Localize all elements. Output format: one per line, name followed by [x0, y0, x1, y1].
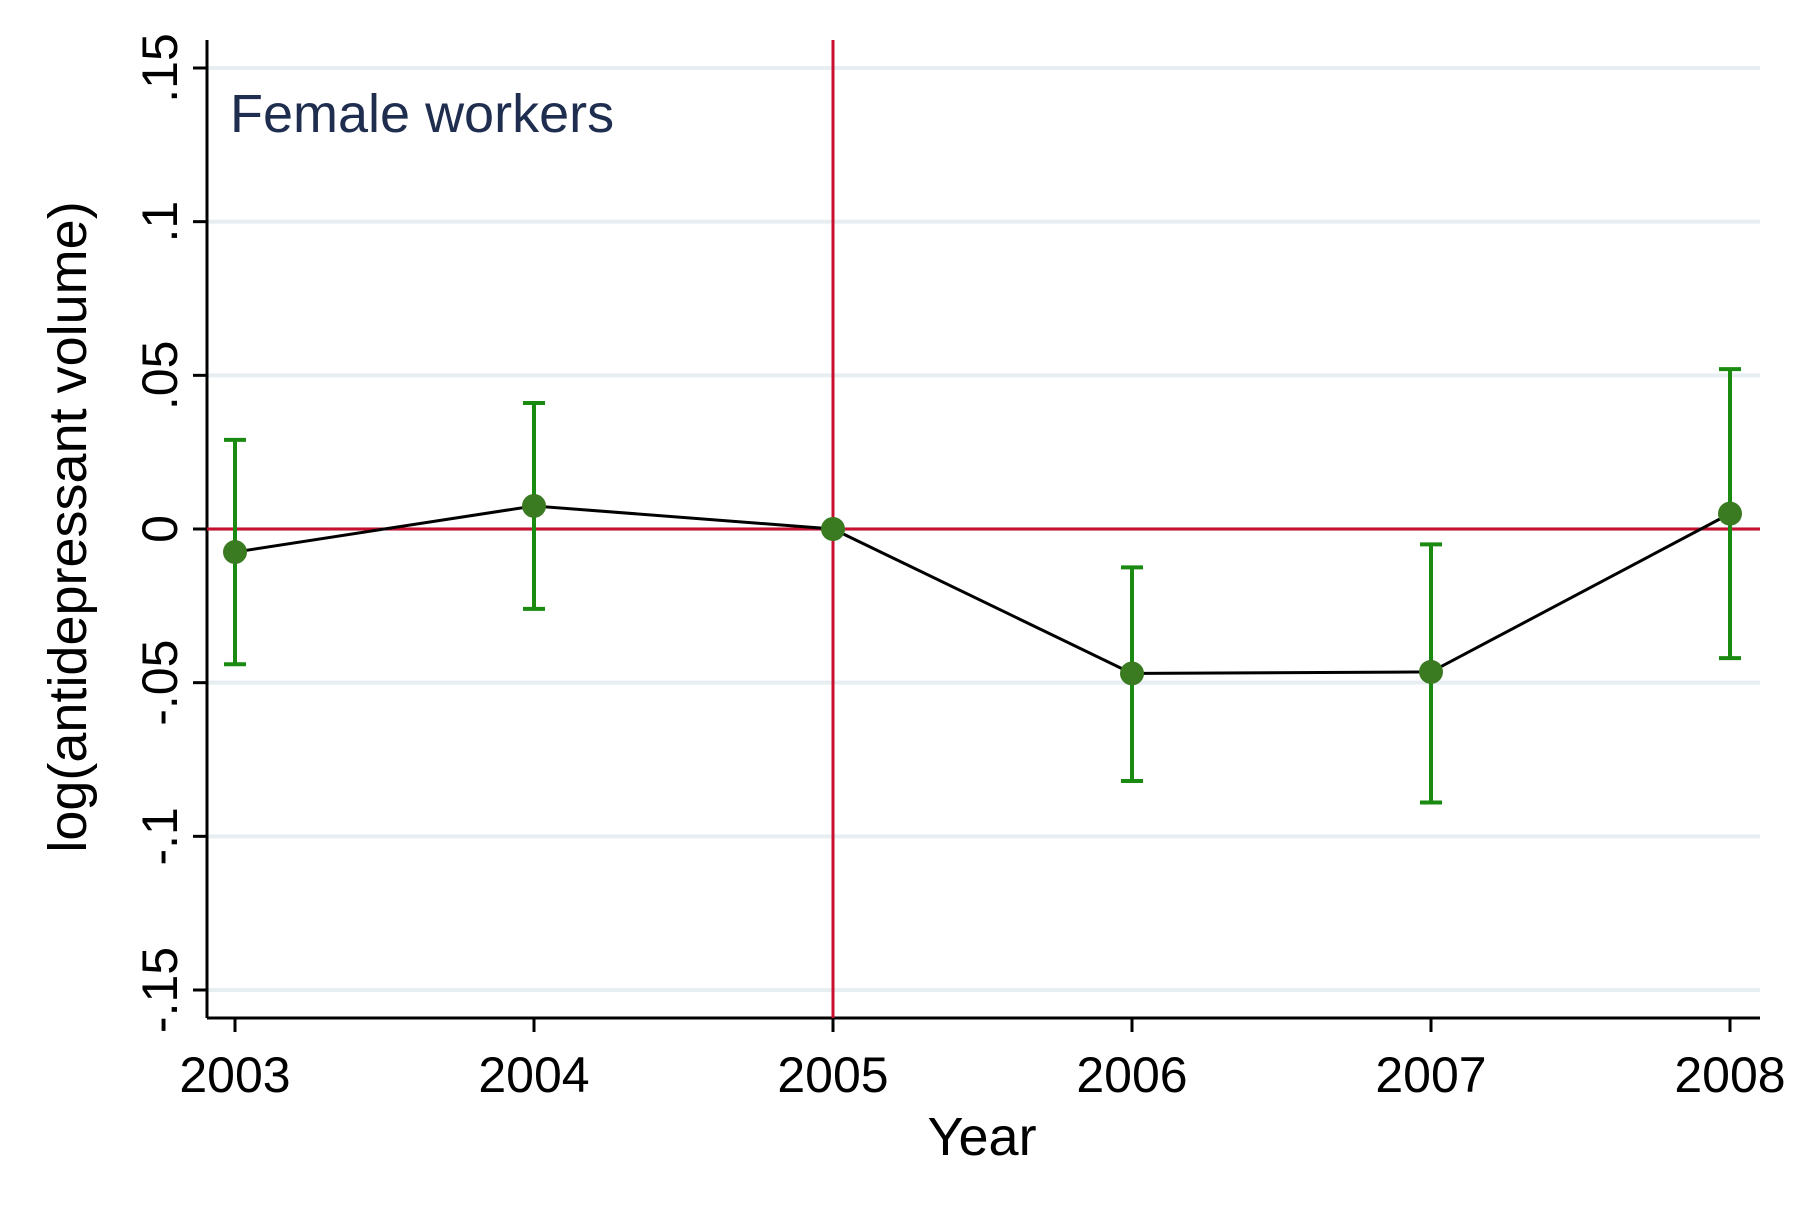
y-tick-label-2: -.05	[132, 640, 188, 726]
reference-lines	[207, 40, 1760, 1018]
y-tick-label-6: .15	[132, 33, 188, 103]
y-tick-label-0: -.15	[132, 947, 188, 1033]
data-point-2004	[522, 493, 546, 518]
y-tick-label-1: -.1	[132, 807, 188, 865]
tick-labels: -.15 -.1 -.05 0 .05 .1 .15 2003 2004 2005 2006 2007…	[132, 33, 1786, 1103]
x-tick-label-4: 2007	[1375, 1047, 1486, 1103]
y-tick-label-4: .05	[132, 341, 188, 411]
data-point-2003	[223, 540, 247, 565]
error-bars	[224, 367, 1741, 805]
x-tick-label-2: 2005	[777, 1047, 888, 1103]
data-point-2008	[1718, 501, 1742, 526]
y-tick-label-5: .1	[132, 201, 188, 243]
data-points	[223, 493, 1742, 686]
panel-label: Female workers	[230, 84, 614, 144]
x-tick-label-3: 2006	[1076, 1047, 1187, 1103]
x-tick-label-0: 2003	[179, 1047, 290, 1103]
series-line	[234, 504, 1731, 675]
axes	[193, 40, 1760, 1032]
x-tick-label-1: 2004	[478, 1047, 589, 1103]
data-point-2007	[1419, 659, 1443, 684]
data-point-2006	[1120, 661, 1144, 686]
y-tick-label-3: 0	[132, 515, 188, 543]
y-axis-title: log(antidepressant volume)	[38, 201, 98, 852]
series-line-0	[234, 504, 1731, 675]
x-axis-title: Year	[927, 1107, 1036, 1167]
x-tick-label-5: 2008	[1674, 1047, 1785, 1103]
data-point-2005	[821, 517, 845, 541]
